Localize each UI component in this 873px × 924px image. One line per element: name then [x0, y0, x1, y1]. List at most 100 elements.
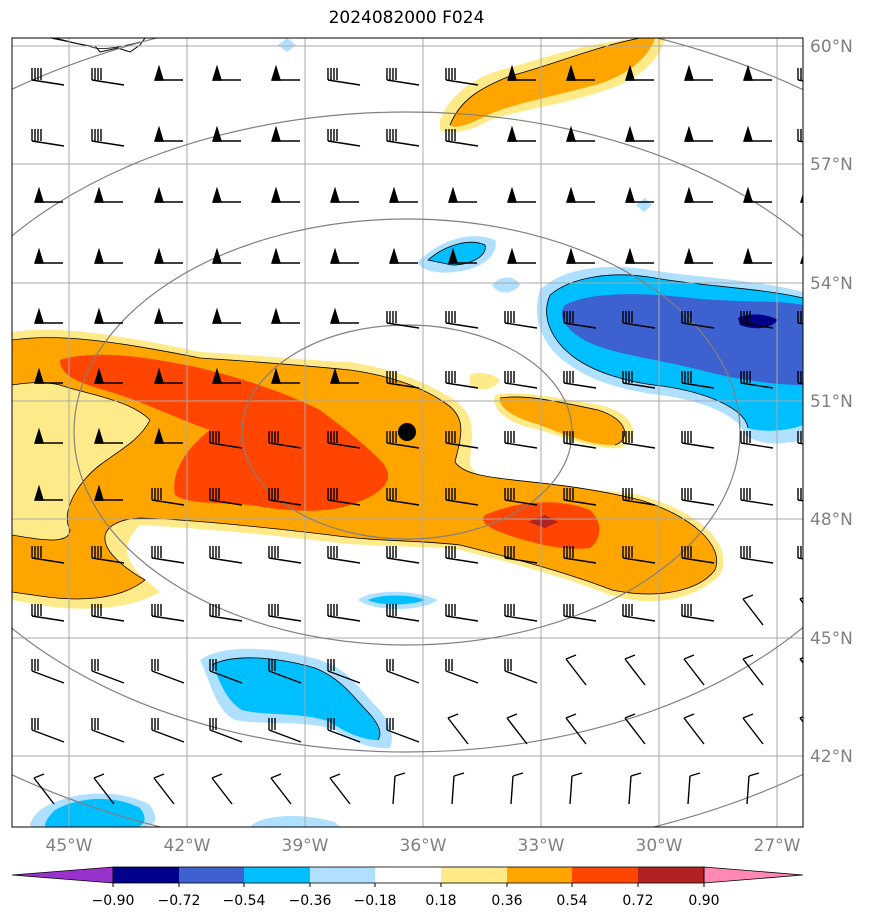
wind-barb	[386, 604, 420, 622]
latitude-label: 42°N	[810, 747, 853, 767]
colorbar-segment	[11, 866, 114, 884]
wind-barb	[681, 488, 715, 506]
wind-barb	[153, 773, 175, 805]
wind-barb	[797, 488, 803, 502]
colorbar-label: −0.18	[354, 893, 397, 909]
colorbar-label: −0.72	[158, 893, 201, 909]
wind-barb	[330, 247, 359, 264]
wind-barb	[91, 129, 125, 147]
wind-barb	[327, 659, 361, 684]
wind-barb	[566, 247, 595, 264]
wind-barb	[271, 247, 300, 264]
wind-barb	[445, 68, 479, 86]
longitude-label: 36°W	[400, 836, 447, 856]
wind-barb	[622, 311, 656, 329]
colorbar-label: 0.36	[491, 893, 522, 909]
wind-barb	[563, 488, 597, 506]
wind-barb	[797, 129, 803, 143]
wind-barb	[684, 64, 713, 81]
wind-barb	[563, 546, 597, 564]
wind-barb	[91, 718, 125, 743]
colorbar-label: 0.90	[688, 893, 719, 909]
latitude-label: 54°N	[810, 274, 853, 294]
wind-barb	[34, 247, 63, 264]
wind-barb	[209, 546, 243, 564]
colorbar-label: 0.54	[556, 893, 587, 909]
wind-barb	[687, 772, 701, 805]
wind-barb	[91, 604, 125, 622]
wind-barb	[563, 311, 597, 329]
wind-barb	[510, 772, 524, 805]
wind-barb	[624, 654, 646, 686]
range-ring-3	[12, 111, 803, 753]
wind-barb	[386, 68, 420, 86]
wind-barb	[563, 431, 597, 449]
longitude-label: 39°W	[282, 836, 329, 856]
colorbar-segment	[572, 867, 638, 883]
wind-barb	[270, 773, 292, 805]
wind-barb	[327, 129, 361, 147]
wind-barb	[268, 718, 302, 743]
latitude-label: 60°N	[810, 37, 853, 57]
wind-barb	[740, 488, 774, 506]
wind-barb	[31, 68, 65, 86]
wind-barb	[681, 311, 715, 329]
longitude-label: 30°W	[636, 836, 683, 856]
wind-barb	[386, 488, 420, 506]
wind-barb	[504, 659, 538, 684]
wind-barb	[268, 604, 302, 622]
wind-barb	[91, 546, 125, 564]
wind-barb	[445, 129, 479, 147]
colorbar-segment	[638, 867, 704, 883]
wind-barb	[448, 186, 477, 203]
wind-barb	[271, 367, 300, 384]
wind-barb	[154, 427, 183, 444]
wind-barb	[743, 125, 772, 142]
wind-barb	[445, 488, 479, 506]
wind-barb	[209, 604, 243, 622]
storm-center-marker	[398, 423, 416, 441]
wind-barbs	[31, 64, 803, 805]
wind-barb	[212, 64, 241, 81]
wind-barb	[507, 186, 536, 203]
colorbar-outline	[112, 866, 705, 884]
wind-barb	[34, 186, 63, 203]
wind-barb	[566, 186, 595, 203]
wind-barb	[94, 484, 123, 501]
wind-barb	[746, 772, 760, 805]
wind-barb	[625, 186, 654, 203]
wind-barb	[94, 307, 123, 324]
longitude-label: 33°W	[518, 836, 565, 856]
wind-barb	[507, 125, 536, 142]
colorbar-segment	[375, 867, 441, 883]
wind-barb	[800, 193, 803, 203]
wind-barb	[268, 431, 302, 449]
wind-barb	[392, 772, 406, 805]
wind-barb	[625, 64, 654, 81]
wind-barb	[330, 186, 359, 203]
wind-barb	[683, 713, 705, 745]
wind-barb	[151, 604, 185, 622]
wind-barb	[504, 311, 538, 329]
wind-barb	[504, 546, 538, 564]
wind-barb	[622, 371, 656, 389]
wind-barb	[797, 68, 803, 82]
wind-barb	[154, 186, 183, 203]
wind-barb	[504, 488, 538, 506]
wind-barb	[624, 713, 646, 745]
latitude-label: 45°N	[810, 629, 853, 649]
wind-barb	[799, 597, 803, 605]
wind-barb	[681, 604, 715, 622]
latitude-label: 48°N	[810, 510, 853, 530]
wind-barb	[386, 311, 420, 329]
colorbar-segment	[179, 867, 244, 883]
wind-barb	[271, 64, 300, 81]
wind-barb	[212, 247, 241, 264]
wind-barb	[268, 546, 302, 564]
wind-barb	[386, 431, 420, 449]
wind-barb	[31, 546, 65, 564]
colorbar-segment	[113, 867, 179, 883]
wind-barb	[327, 488, 361, 506]
wind-barb	[797, 371, 803, 385]
